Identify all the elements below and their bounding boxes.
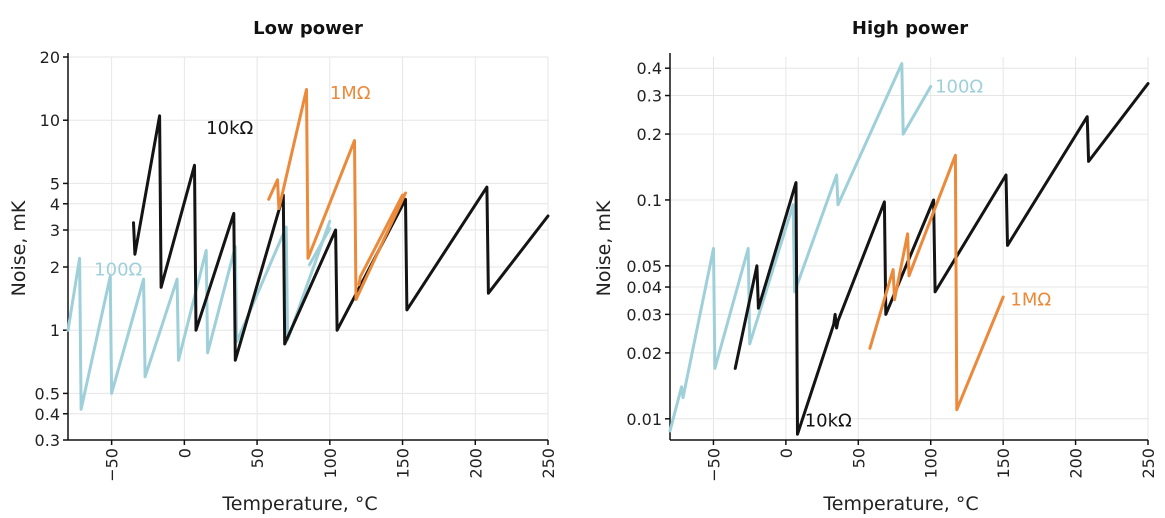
y-tick-label-2: 2	[50, 258, 60, 277]
y-tick-label-0.4: 0.4	[637, 59, 662, 78]
chart-panel-1: 0.3 0.4 0.5 1 2 3 4 5 10 20 −50 0 50 100 150 200 250 Low …	[8, 18, 558, 515]
x-tick-label-0: 0	[175, 448, 194, 458]
y-tick-label-1: 1	[50, 321, 60, 340]
series-line-1mohm-3	[868, 153, 1005, 412]
series-line-10kohm-2	[733, 82, 1150, 436]
series-label-100ohm: 100Ω	[935, 76, 983, 97]
x-axis-label: Temperature, °C	[221, 493, 377, 515]
y-tick-label-3: 3	[50, 221, 60, 240]
y-axis-label: Noise, mK	[593, 200, 615, 296]
x-axis-label: Temperature, °C	[822, 493, 978, 515]
x-tick-label-100: 100	[922, 448, 941, 479]
y-tick-label-0.1: 0.1	[637, 191, 662, 210]
series-line-1mohm-5	[357, 193, 404, 286]
chart-title: High power	[852, 18, 968, 39]
x-tick-label-200: 200	[1067, 448, 1086, 479]
series-line-10kohm-2	[132, 114, 550, 362]
x-tick-label-250: 250	[539, 448, 558, 479]
y-tick-label-0.5: 0.5	[35, 384, 60, 403]
y-tick-label-0.01: 0.01	[626, 410, 662, 429]
y-tick-label-4: 4	[50, 195, 60, 214]
series-line-1mohm-3	[267, 88, 407, 301]
series-label-1mohm: 1MΩ	[330, 83, 371, 104]
x-tick-label-50: 50	[248, 448, 267, 468]
series-label-100ohm: 100Ω	[94, 259, 142, 280]
y-axis-label: Noise, mK	[8, 200, 30, 296]
series-label-10kohm: 10kΩ	[206, 118, 253, 139]
chart-panel-2: 0.01 0.02 0.03 0.04 0.05 0.1 0.2 0.3 0.4 −50 0 50 10…	[593, 18, 1158, 515]
series-line-100ohm-1	[66, 219, 332, 411]
x-tick-label-minus-50: −50	[103, 448, 122, 482]
x-tick-label-minus-50: −50	[704, 448, 723, 482]
x-tick-label-150: 150	[994, 448, 1013, 479]
series-label-10kohm: 10kΩ	[805, 411, 852, 432]
chart-title: Low power	[253, 18, 363, 39]
x-tick-label-200: 200	[466, 448, 485, 479]
x-tick-label-0: 0	[777, 448, 796, 458]
y-tick-label-0.2: 0.2	[637, 125, 662, 144]
series-line-100ohm-1	[668, 62, 933, 433]
series-line-100ohm-4	[308, 227, 332, 267]
y-tick-label-0.05: 0.05	[626, 257, 662, 276]
y-tick-label-10: 10	[40, 111, 60, 130]
x-tick-label-150: 150	[394, 448, 413, 479]
y-tick-label-0.3: 0.3	[35, 431, 60, 450]
x-tick-label-100: 100	[321, 448, 340, 479]
y-tick-label-0.02: 0.02	[626, 344, 662, 363]
x-tick-label-50: 50	[849, 448, 868, 468]
series-label-1mohm: 1MΩ	[1010, 290, 1051, 311]
y-tick-label-0.03: 0.03	[626, 305, 662, 324]
y-tick-label-0.04: 0.04	[626, 278, 662, 297]
y-tick-label-0.3: 0.3	[637, 87, 662, 106]
y-tick-label-5: 5	[50, 174, 60, 193]
y-tick-label-0.4: 0.4	[35, 405, 60, 424]
x-tick-label-250: 250	[1139, 448, 1158, 479]
y-tick-label-20: 20	[40, 48, 60, 67]
